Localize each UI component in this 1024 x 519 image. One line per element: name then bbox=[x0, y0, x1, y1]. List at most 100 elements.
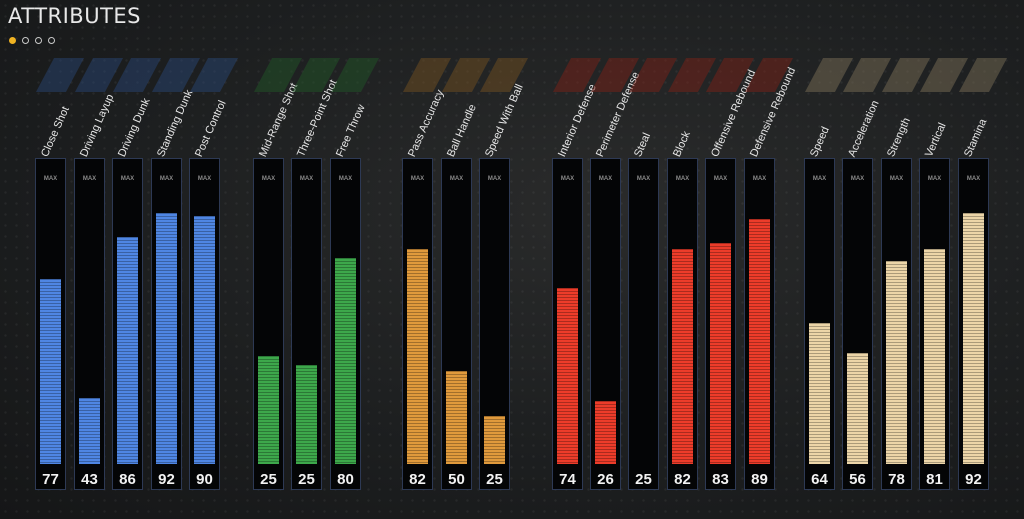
max-label: MAX bbox=[850, 176, 865, 182]
attribute-meter: MAX 78 bbox=[881, 158, 912, 490]
attribute-name: Post Control bbox=[193, 98, 229, 159]
attribute-value: 26 bbox=[597, 471, 614, 488]
attribute-value: 25 bbox=[298, 471, 315, 488]
attribute-column[interactable]: Driving Layup MAX 43 bbox=[74, 0, 124, 519]
attribute-column[interactable]: Perimeter Defense MAX 26 bbox=[590, 0, 642, 519]
attribute-name: Speed With Ball bbox=[483, 82, 526, 159]
attribute-fill bbox=[710, 243, 731, 464]
attribute-fill bbox=[407, 249, 428, 464]
attribute-meter: MAX 81 bbox=[919, 158, 950, 490]
attribute-column[interactable]: Block MAX 82 bbox=[667, 0, 717, 519]
max-label: MAX bbox=[966, 176, 981, 182]
page-indicator[interactable] bbox=[9, 37, 55, 44]
attribute-value: 82 bbox=[409, 471, 426, 488]
attribute-value: 25 bbox=[260, 471, 277, 488]
attribute-value: 43 bbox=[81, 471, 98, 488]
attribute-meter: MAX 74 bbox=[552, 158, 583, 490]
attribute-meter: MAX 25 bbox=[628, 158, 659, 490]
attribute-column[interactable]: Pass Accuracy MAX 82 bbox=[402, 0, 452, 519]
attribute-fill bbox=[595, 401, 616, 464]
max-label: MAX bbox=[487, 176, 502, 182]
attribute-column[interactable]: Mid-Range Shot MAX 25 bbox=[253, 0, 303, 519]
attribute-column[interactable]: Interior Defense MAX 74 bbox=[552, 0, 602, 519]
attribute-meter: MAX 77 bbox=[35, 158, 66, 490]
attribute-fill bbox=[886, 261, 907, 464]
category-banner bbox=[330, 58, 380, 92]
attribute-meter: MAX 25 bbox=[479, 158, 510, 490]
page-title: ATTRIBUTES bbox=[8, 4, 142, 28]
max-label: MAX bbox=[889, 176, 904, 182]
page-dot[interactable] bbox=[22, 37, 29, 44]
page-dot[interactable] bbox=[48, 37, 55, 44]
attribute-column[interactable]: Post Control MAX 90 bbox=[189, 0, 239, 519]
attribute-column[interactable]: Acceleration MAX 56 bbox=[842, 0, 892, 519]
category-banner bbox=[189, 58, 239, 92]
attribute-value: 25 bbox=[635, 471, 652, 488]
max-label: MAX bbox=[636, 176, 651, 182]
attribute-value: 83 bbox=[712, 471, 729, 488]
max-label: MAX bbox=[299, 176, 314, 182]
attribute-meter: MAX 89 bbox=[744, 158, 775, 490]
attribute-name: Block bbox=[671, 129, 693, 159]
attribute-name: Acceleration bbox=[846, 98, 882, 159]
attribute-value: 89 bbox=[751, 471, 768, 488]
max-label: MAX bbox=[43, 176, 58, 182]
attribute-value: 82 bbox=[674, 471, 691, 488]
max-label: MAX bbox=[120, 176, 135, 182]
attribute-meter: MAX 43 bbox=[74, 158, 105, 490]
attribute-name: Steal bbox=[632, 131, 654, 159]
max-label: MAX bbox=[449, 176, 464, 182]
attribute-column[interactable]: Defensive Rebound MAX 89 bbox=[744, 0, 798, 519]
attribute-meter: MAX 83 bbox=[705, 158, 736, 490]
attribute-meter: MAX 25 bbox=[291, 158, 322, 490]
attribute-meter: MAX 86 bbox=[112, 158, 143, 490]
attribute-meter: MAX 92 bbox=[958, 158, 989, 490]
attribute-meter: MAX 26 bbox=[590, 158, 621, 490]
attribute-fill bbox=[924, 249, 945, 464]
attribute-fill bbox=[79, 398, 100, 464]
attribute-meter: MAX 92 bbox=[151, 158, 182, 490]
attribute-value: 78 bbox=[888, 471, 905, 488]
max-label: MAX bbox=[338, 176, 353, 182]
attribute-column[interactable]: Three-Point Shot MAX 25 bbox=[291, 0, 341, 519]
attribute-column[interactable]: Steal MAX 25 bbox=[628, 0, 678, 519]
attribute-value: 90 bbox=[196, 471, 213, 488]
attribute-fill bbox=[557, 288, 578, 464]
page-dot[interactable] bbox=[9, 37, 16, 44]
max-label: MAX bbox=[197, 176, 212, 182]
attribute-fill bbox=[194, 216, 215, 464]
attribute-column[interactable]: Speed With Ball MAX 25 bbox=[479, 0, 529, 519]
attribute-meter: MAX 90 bbox=[189, 158, 220, 490]
attribute-fill bbox=[749, 219, 770, 464]
attribute-value: 92 bbox=[158, 471, 175, 488]
attribute-column[interactable]: Stamina MAX 92 bbox=[958, 0, 1008, 519]
attribute-column[interactable]: Speed MAX 64 bbox=[804, 0, 854, 519]
attribute-value: 64 bbox=[811, 471, 828, 488]
attribute-name: Vertical bbox=[923, 121, 949, 159]
attribute-column[interactable]: Free Throw MAX 80 bbox=[330, 0, 380, 519]
attribute-fill bbox=[156, 213, 177, 464]
attribute-value: 77 bbox=[42, 471, 59, 488]
attribute-meter: MAX 56 bbox=[842, 158, 873, 490]
page-dot[interactable] bbox=[35, 37, 42, 44]
attribute-column[interactable]: Close Shot MAX 77 bbox=[35, 0, 85, 519]
max-label: MAX bbox=[261, 176, 276, 182]
attribute-value: 81 bbox=[926, 471, 943, 488]
attribute-column[interactable]: Ball Handle MAX 50 bbox=[441, 0, 491, 519]
attribute-column[interactable]: Vertical MAX 81 bbox=[919, 0, 969, 519]
attribute-meter: MAX 80 bbox=[330, 158, 361, 490]
max-label: MAX bbox=[410, 176, 425, 182]
attribute-column[interactable]: Strength MAX 78 bbox=[881, 0, 931, 519]
attribute-fill bbox=[40, 279, 61, 464]
attribute-column[interactable]: Driving Dunk MAX 86 bbox=[112, 0, 162, 519]
attribute-column[interactable]: Standing Dunk MAX 92 bbox=[151, 0, 201, 519]
attribute-value: 74 bbox=[559, 471, 576, 488]
attribute-name: Stamina bbox=[962, 117, 990, 159]
category-banner bbox=[958, 58, 1008, 92]
max-label: MAX bbox=[159, 176, 174, 182]
attribute-column[interactable]: Offensive Rebound MAX 83 bbox=[705, 0, 758, 519]
attribute-name: Strength bbox=[885, 116, 913, 159]
max-label: MAX bbox=[752, 176, 767, 182]
attribute-fill bbox=[847, 353, 868, 464]
